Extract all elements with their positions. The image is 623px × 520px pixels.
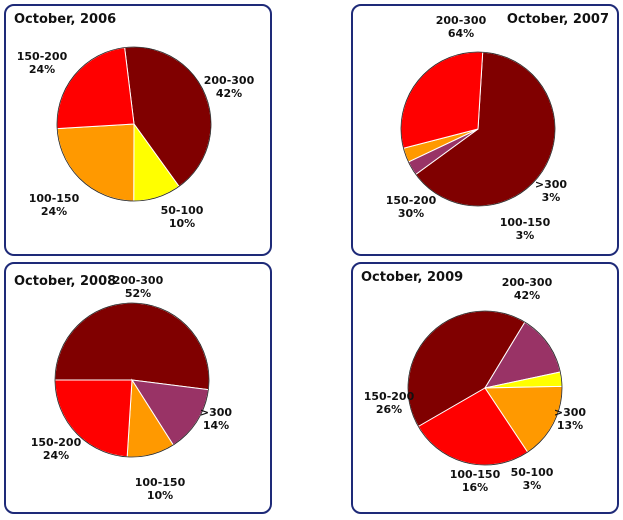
- pie-outline: [400, 51, 556, 207]
- chart-title: October, 2009: [361, 270, 464, 285]
- pie-chart-2009: 200-300 42% >300 13% 50-100 3% 100-150 16% 150-2…: [364, 276, 587, 494]
- slice-label: 100-150 10%: [135, 476, 186, 502]
- slice-label: 200-300 64%: [436, 14, 487, 40]
- slice-label: 150-200 30%: [386, 194, 437, 220]
- chart-panel-2009: October, 2009 200-300 42% >300 13% 50-100 3% 1…: [351, 262, 619, 514]
- chart-title: October, 2006: [14, 12, 117, 27]
- pie-chart-2007: 200-300 64% >300 3% 100-150 3% 150-200 30%: [386, 14, 568, 242]
- slice-label: 200-300 52%: [113, 274, 164, 300]
- pie-outline: [54, 302, 210, 458]
- slice-label: 150-200 24%: [17, 50, 68, 76]
- slice-label: 150-200 26%: [364, 390, 415, 416]
- pie-outline: [56, 46, 212, 202]
- pie-slice-150-200: [56, 47, 135, 130]
- slice-label: 50-100 10%: [161, 204, 204, 230]
- chart-title: October, 2007: [506, 12, 609, 27]
- slice-label: 50-100 3%: [511, 466, 554, 492]
- chart-panel-2008: October, 2008 200-300 52% >300 14% 100-150 10…: [4, 262, 272, 514]
- slice-label: 100-150 3%: [500, 216, 551, 242]
- slice-label: 200-300 42%: [204, 74, 255, 100]
- pie-slice-100-150: [56, 123, 135, 202]
- pie-outline: [407, 310, 563, 466]
- slice-label: >300 14%: [200, 406, 233, 432]
- chart-panel-2007: October, 2007 200-300 64% >300 3% 100-150 3% 1…: [351, 4, 619, 256]
- chart-panel-2006: October, 2006 200-300 42% 50-100 10% 100-150…: [4, 4, 272, 256]
- slice-label: 100-150 24%: [29, 192, 80, 218]
- pie-chart-2006: 200-300 42% 50-100 10% 100-150 24% 150-200 24%: [17, 46, 255, 230]
- slice-label: >300 3%: [535, 178, 568, 204]
- slice-label: 100-150 16%: [450, 468, 501, 494]
- pie-chart-2008: 200-300 52% >300 14% 100-150 10% 150-200 24%: [31, 274, 233, 502]
- slice-label: 150-200 24%: [31, 436, 82, 462]
- slice-label: 200-300 42%: [502, 276, 553, 302]
- chart-title: October, 2008: [14, 274, 117, 289]
- slice-label: >300 13%: [554, 406, 587, 432]
- pie-slice-200-300: [54, 302, 210, 391]
